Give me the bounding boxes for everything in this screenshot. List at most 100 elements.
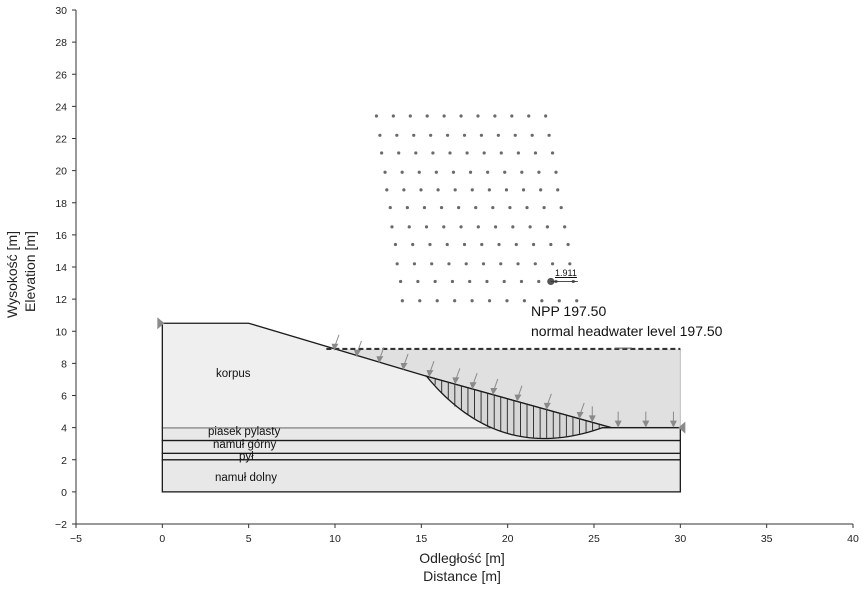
grid-point (568, 262, 572, 266)
grid-point (433, 279, 437, 284)
pressure-arrow-head (426, 370, 434, 378)
grid-point (419, 188, 423, 192)
x-tick-label: 0 (159, 533, 165, 545)
outline-lines (161, 322, 681, 429)
pressure-arrow-head (452, 377, 460, 385)
y-tick-label: 2 (61, 455, 67, 467)
grid-point (465, 151, 469, 155)
y-tick-label: 18 (55, 198, 67, 210)
grid-point (408, 114, 412, 118)
y-axis-title-pl: Wysokość [m] (4, 231, 20, 318)
y-tick-label: −2 (55, 519, 67, 531)
grid-point (422, 205, 427, 210)
grid-point (563, 225, 567, 229)
pressure-arrow-head (514, 394, 522, 402)
grid-point (434, 170, 438, 174)
grid-point (395, 262, 399, 266)
grid-point (400, 299, 404, 303)
y-tick-label: 26 (55, 69, 67, 81)
grid-point (445, 242, 449, 247)
grid-point (533, 151, 538, 155)
y-tick-label: 10 (55, 326, 67, 338)
grid-point (481, 262, 486, 266)
grid-point (528, 225, 532, 229)
grid-point (462, 242, 467, 247)
grid-point (514, 242, 518, 247)
pressure-arrow-head (400, 362, 408, 370)
grid-point (436, 188, 440, 192)
grid-point (424, 225, 429, 229)
grid-point (412, 133, 416, 137)
grid-point (459, 225, 463, 229)
grid-point (550, 151, 555, 155)
pressure-arrow-head (576, 411, 584, 419)
grid-point (487, 299, 492, 303)
grid-point (531, 242, 536, 247)
grid-point (459, 114, 463, 118)
grid-point (445, 133, 450, 137)
grid-point (479, 133, 484, 137)
grid-point (397, 151, 401, 155)
grid-point (482, 151, 486, 155)
grid-point (547, 133, 551, 137)
pressure-arrow-head (642, 420, 650, 428)
y-tick-label: 4 (61, 423, 67, 435)
grid-point (439, 205, 444, 210)
x-tick-label: −5 (70, 533, 82, 545)
grid-point (502, 279, 506, 284)
grid-point (442, 114, 446, 118)
factor-of-safety-label: 1.911 (555, 268, 577, 278)
grid-point (545, 225, 549, 229)
grid-point (435, 299, 439, 303)
grid-point (493, 114, 497, 118)
grid-point (480, 242, 484, 247)
grid-point (393, 242, 398, 247)
y-tick-label: 24 (55, 101, 67, 113)
grid-point (417, 170, 421, 174)
grid-point (540, 299, 544, 303)
grid-point (431, 151, 435, 155)
grid-point (405, 205, 409, 210)
layer-label-namul-gorny: namuł górny (213, 439, 277, 451)
grid-point (399, 279, 403, 284)
grid-point (549, 242, 553, 247)
x-tick-label: 30 (674, 533, 686, 545)
grid-point (462, 133, 467, 137)
layer-label-namul-dolny: namuł dolny (215, 472, 278, 484)
grid-point (537, 279, 541, 284)
grid-point (453, 299, 457, 303)
grid-point (503, 170, 507, 174)
grid-point (390, 225, 394, 229)
grid-point (544, 114, 548, 118)
grid-point (521, 188, 526, 192)
grid-point (505, 299, 509, 303)
y-tick-label: 28 (55, 37, 67, 49)
grid-point (486, 170, 490, 174)
grid-point (508, 205, 512, 210)
grid-point (468, 170, 473, 174)
grid-point (559, 205, 563, 210)
water-pressure-arrows (157, 317, 686, 434)
axes: −5 0 5 10 15 20 25 30 35 40−202468101214161820222… (55, 5, 859, 545)
grid-point (476, 225, 480, 229)
grid-point (491, 205, 495, 210)
grid-point (448, 151, 452, 155)
slip-center-grid (374, 114, 579, 303)
grid-point (385, 188, 389, 192)
grid-point (395, 133, 399, 137)
x-tick-label: 40 (847, 533, 859, 545)
grid-point (554, 170, 558, 174)
y-tick-label: 0 (61, 487, 67, 499)
grid-point (428, 242, 432, 247)
grid-point (470, 188, 474, 192)
x-tick-label: 15 (415, 533, 427, 545)
y-tick-label: 12 (55, 294, 67, 306)
grid-point (430, 262, 434, 266)
pressure-arrow-head (376, 356, 384, 364)
x-tick-label: 20 (502, 533, 514, 545)
layer-label-pyl: pył (239, 451, 254, 463)
grid-point (533, 262, 537, 266)
pressure-arrow-head (588, 415, 596, 423)
